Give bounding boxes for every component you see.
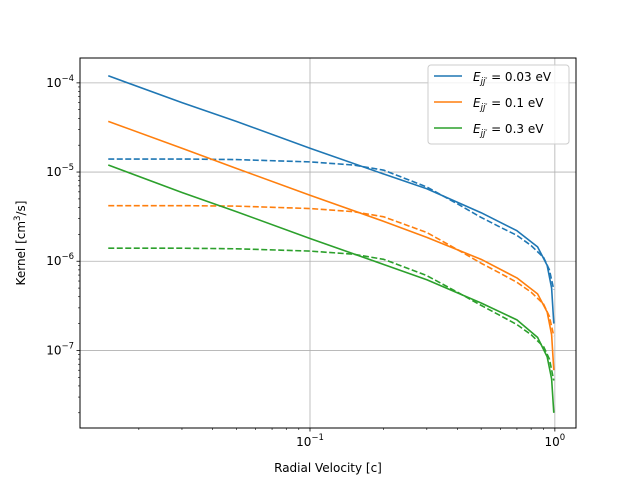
plot-lines [107,75,555,413]
series-2-dashed-line [108,247,555,381]
y-tick-label: 10−7 [46,341,74,357]
series-0-dashed-line [108,158,555,290]
legend-label: Ejj′ = 0.03 eV [473,70,552,87]
y-tick-label: 10−5 [46,163,74,179]
series-0-solid-line [107,75,555,324]
plot-frame [79,57,577,429]
series-1-dashed-line [108,204,555,337]
x-tick-label: 100 [545,433,566,449]
y-tick-label: 10−6 [46,252,74,268]
axis-ticks: 10−1 100 10−7 10−6 10−5 10−4 [46,74,565,449]
legend-box [427,64,570,145]
x-axis-label: Radial Velocity [c] [274,461,382,475]
legend-label: Ejj′ = 0.1 eV [473,96,544,113]
legend-label: Ejj′ = 0.3 eV [473,122,544,139]
y-axis-label: Kernel [cm3/s] [13,201,28,286]
legend: Ejj′ = 0.03 eV Ejj′ = 0.1 eV Ejj′ = 0.3 eV [427,64,570,145]
y-tick-label: 10−4 [46,74,74,90]
series-2-solid-line [107,164,555,413]
x-tick-label: 10−1 [296,433,324,449]
